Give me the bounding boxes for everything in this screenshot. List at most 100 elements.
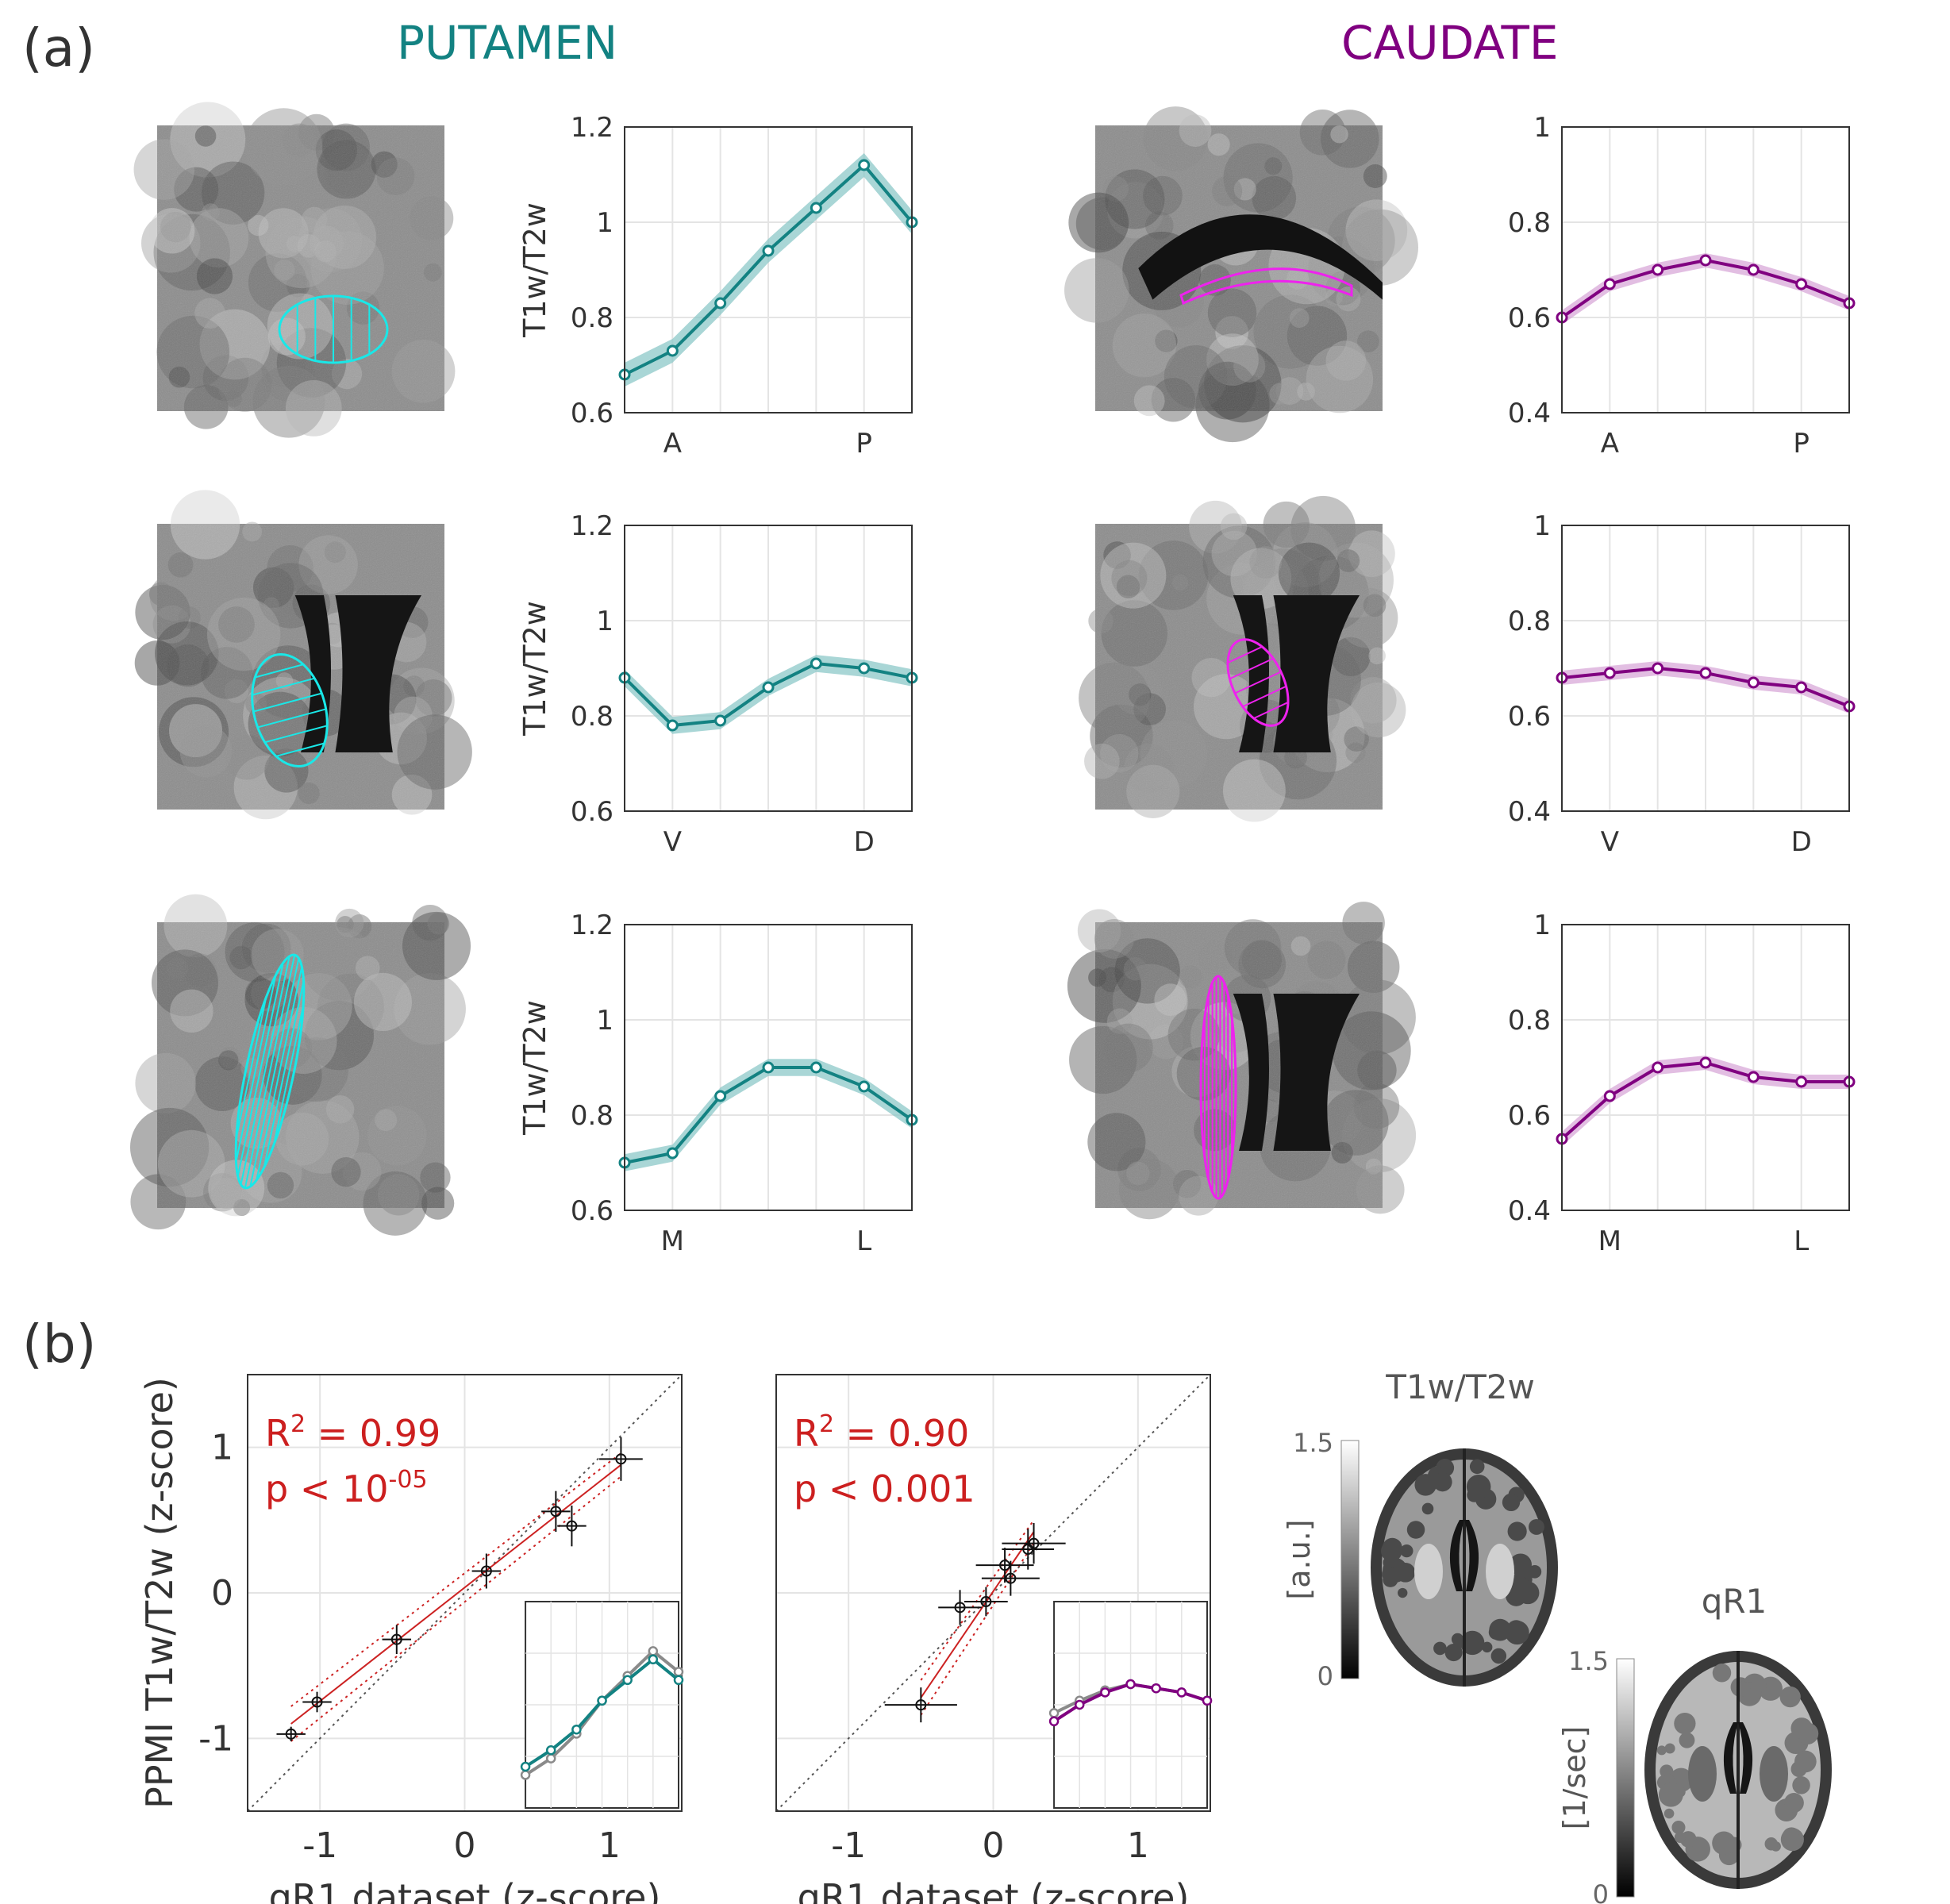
- line-plot-caudate-ap: 0.4 0.6 0.8 1 A P: [1508, 112, 1856, 460]
- cortex-fold: [1433, 1641, 1447, 1656]
- panel-label-a: (a): [22, 17, 95, 79]
- data-point: [1005, 1572, 1017, 1584]
- mri-caudate-axial: [1067, 902, 1417, 1220]
- x-tick-label: M: [661, 1225, 684, 1257]
- data-point: [1603, 278, 1616, 290]
- y-tick-label: 1.2: [571, 910, 613, 941]
- title-caudate: CAUDATE: [1341, 16, 1559, 70]
- y-tick-label: 0.8: [1508, 207, 1551, 239]
- basal-ganglia: [1414, 1544, 1443, 1599]
- colorbar-unit-label: [1/sec]: [1557, 1726, 1592, 1830]
- cortex-fold: [1400, 1544, 1413, 1558]
- data-point: [1699, 254, 1712, 267]
- colorbar-min-label: 0: [1593, 1879, 1609, 1904]
- mri-caudate-coronal: [1079, 495, 1406, 822]
- inset-point: [597, 1695, 607, 1706]
- x-tick-label: D: [1791, 826, 1812, 858]
- x-tick-label: A: [1601, 428, 1619, 460]
- colorbar-group-1: 1.5 0 [1/sec] qR1: [1557, 1582, 1832, 1904]
- mri-grain: [157, 524, 444, 810]
- cortex-fold: [1779, 1686, 1801, 1708]
- x-tick-label: 0: [983, 1825, 1005, 1866]
- plot-frame: [624, 126, 913, 413]
- cortex-fold: [1664, 1743, 1675, 1754]
- line-plot-caudate-ml: 0.4 0.6 0.8 1 M L: [1508, 910, 1856, 1257]
- cortex-fold: [1444, 1644, 1463, 1662]
- lateral-ventricle: [1723, 1722, 1738, 1794]
- inset-point: [1048, 1708, 1060, 1718]
- fit-ci-upper: [920, 1519, 1035, 1681]
- roi-caudate-axial: [1199, 975, 1237, 1200]
- roi-segment-line: [240, 956, 290, 1185]
- data-point: [1652, 1061, 1664, 1074]
- fit-line: [920, 1531, 1035, 1698]
- cortex-fold: [1451, 1633, 1464, 1646]
- confidence-band: [625, 1059, 912, 1171]
- colorbar-max-label: 1.5: [1293, 1428, 1333, 1458]
- roi-segment-line: [252, 677, 315, 696]
- x-tick-label: 0: [454, 1825, 476, 1866]
- data-point: [714, 1090, 727, 1102]
- data-point: [714, 297, 727, 310]
- basal-ganglia: [1486, 1544, 1514, 1599]
- cortex-fold: [1507, 1521, 1527, 1541]
- y-tick-label: 1: [596, 1005, 613, 1037]
- data-point: [1747, 263, 1760, 276]
- cortex-fold: [1679, 1732, 1695, 1748]
- cortex-fold: [1433, 1472, 1452, 1492]
- y-tick-label: 1: [211, 1428, 233, 1468]
- basal-ganglia: [1688, 1746, 1717, 1802]
- data-point: [999, 1560, 1011, 1571]
- data-point: [858, 662, 871, 675]
- roi-putamen-sagittal: [278, 294, 389, 364]
- plot-frame: [1561, 924, 1850, 1211]
- roi-segment-line: [272, 1005, 305, 1146]
- inset-point: [673, 1675, 684, 1686]
- y-tick-label: 0.8: [571, 701, 613, 733]
- colorbar-group-0: 1.5 0 [a.u.] T1w/T2w: [1282, 1367, 1558, 1691]
- x-axis-label: qR1 dataset (z-score): [269, 1876, 661, 1904]
- data-point: [1747, 1071, 1760, 1083]
- data-point: [1022, 1544, 1034, 1555]
- y-tick-label: 1: [596, 606, 613, 637]
- fit-line: [290, 1464, 622, 1725]
- ventricle: [1273, 595, 1360, 752]
- roi-segment-line: [249, 958, 300, 1187]
- x-tick-label: M: [1598, 1225, 1621, 1257]
- roi-segment-line: [235, 975, 277, 1162]
- mri-grain: [157, 125, 444, 411]
- roi-segment-line: [253, 692, 322, 713]
- cortex-fold: [1421, 1502, 1434, 1515]
- brain-map-title: T1w/T2w: [1385, 1367, 1535, 1406]
- y-tick-label: 0.8: [571, 302, 613, 334]
- cortex-fold: [1516, 1581, 1540, 1605]
- brain-axial-slice: [1644, 1651, 1832, 1889]
- y-tick-label: 1: [1533, 112, 1551, 144]
- roi-caudate-coronal: [1226, 638, 1290, 727]
- y-axis-label: T1w/T2w: [517, 202, 552, 338]
- inset-point: [1074, 1699, 1085, 1710]
- scatter-plot-scatter-caudate: -1 0 1 R2 = 0.90 p < 0.001 qR1 dataset (z-sco…: [775, 1374, 1213, 1904]
- line-plot-putamen-ml: 0.6 0.8 1 1.2 M L T1w/T2w: [517, 910, 918, 1257]
- data-point: [954, 1602, 966, 1614]
- roi-boundary: [1199, 975, 1237, 1200]
- cortex-fold: [1656, 1745, 1667, 1756]
- plot-frame: [775, 1374, 1211, 1812]
- plot-frame: [624, 525, 913, 812]
- y-tick-label: 0.8: [1508, 606, 1551, 637]
- y-axis-label: T1w/T2w: [517, 1000, 552, 1136]
- confidence-band: [1562, 661, 1849, 714]
- data-point: [762, 1061, 775, 1074]
- y-tick-label: 0.6: [1508, 1100, 1551, 1132]
- mri-putamen-axial: [129, 894, 471, 1236]
- data-point: [480, 1565, 492, 1577]
- data-point: [1603, 667, 1616, 679]
- inset-point: [545, 1753, 556, 1764]
- x-tick-label: L: [856, 1225, 871, 1257]
- data-point: [858, 1080, 871, 1093]
- y-tick-label: -1: [198, 1718, 233, 1759]
- fit-ci-lower: [290, 1475, 622, 1742]
- identity-line: [775, 1374, 1211, 1812]
- data-point: [1795, 278, 1808, 290]
- cortex-fold: [1658, 1782, 1683, 1807]
